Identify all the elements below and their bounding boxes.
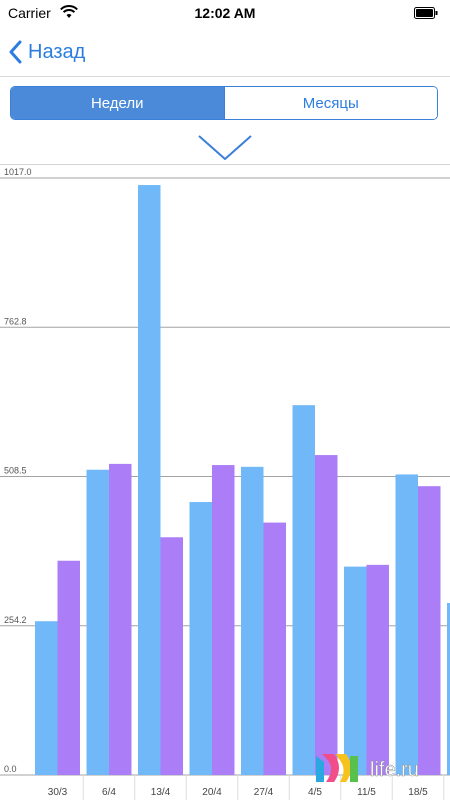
chevron-down-icon[interactable] bbox=[195, 132, 255, 162]
bar-series-a bbox=[189, 502, 212, 775]
segment-months[interactable]: Месяцы bbox=[223, 87, 437, 119]
weekly-bar-chart: 30/3 6/4 13/4 20/4 27/4 4/5 11/5 18/5 1017.0 762.… bbox=[0, 167, 450, 800]
period-segmented-control: Недели Месяцы bbox=[10, 86, 438, 120]
x-tick-label: 11/5 bbox=[357, 787, 376, 798]
bar-series-a bbox=[292, 405, 315, 775]
bar-series-b bbox=[57, 560, 80, 775]
navigation-bar: Назад bbox=[0, 26, 450, 77]
y-tick-label: 1017.0 bbox=[4, 167, 32, 177]
bar-series-a bbox=[138, 185, 161, 775]
bar-series-a bbox=[86, 469, 109, 775]
back-button-label: Назад bbox=[28, 40, 86, 63]
status-time: 12:02 AM bbox=[194, 5, 256, 21]
watermark-text: life.ru bbox=[370, 759, 419, 781]
chevron-left-icon bbox=[9, 40, 22, 64]
back-button[interactable]: Назад bbox=[8, 38, 85, 66]
watermark-logo: life.ru bbox=[316, 754, 419, 782]
status-bar: Carrier 12:02 AM bbox=[0, 0, 450, 26]
segment-weeks[interactable]: Недели bbox=[11, 87, 224, 119]
y-tick-label: 508.5 bbox=[4, 466, 27, 476]
carrier-label: Carrier bbox=[8, 5, 51, 21]
bar-series-b bbox=[418, 486, 441, 775]
y-tick-label: 0.0 bbox=[4, 764, 17, 774]
bar-series-b bbox=[366, 564, 389, 775]
bar-series-b bbox=[109, 463, 132, 775]
x-tick-label: 27/4 bbox=[254, 787, 274, 798]
x-tick-label: 20/4 bbox=[202, 787, 222, 798]
bar-series-a bbox=[395, 474, 418, 775]
x-tick-label: 30/3 bbox=[48, 787, 68, 798]
bar-series-a bbox=[241, 466, 264, 775]
y-tick-label: 254.2 bbox=[4, 615, 27, 625]
x-tick-label: 13/4 bbox=[151, 787, 171, 798]
x-tick-label: 18/5 bbox=[408, 787, 428, 798]
bar-series-b bbox=[315, 455, 338, 775]
divider bbox=[0, 164, 450, 165]
bar-series-a bbox=[447, 603, 450, 775]
bar-series-a bbox=[344, 566, 367, 775]
x-tick-label: 6/4 bbox=[102, 787, 116, 798]
wifi-icon bbox=[60, 5, 78, 18]
bar-series-b bbox=[263, 522, 286, 775]
bar-series-b bbox=[160, 537, 183, 775]
battery-icon bbox=[414, 7, 438, 19]
bar-series-b bbox=[212, 465, 235, 775]
y-tick-label: 762.8 bbox=[4, 316, 27, 326]
x-tick-label: 4/5 bbox=[308, 787, 322, 798]
bar-series-a bbox=[35, 621, 58, 775]
